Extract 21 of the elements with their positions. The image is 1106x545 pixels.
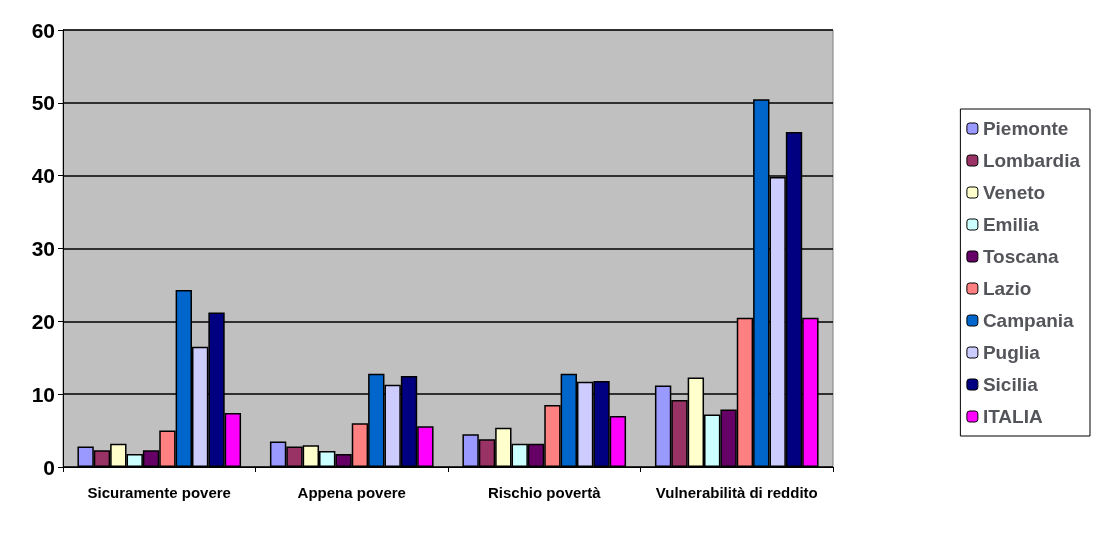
legend-label: Toscana bbox=[982, 246, 1059, 267]
y-tick-label: 40 bbox=[31, 164, 55, 188]
legend-label: Piemonte bbox=[982, 118, 1069, 139]
legend-label: Veneto bbox=[982, 182, 1046, 203]
legend-label: Puglia bbox=[982, 342, 1041, 363]
y-tick-label: 20 bbox=[31, 309, 55, 333]
y-tick-label: 0 bbox=[43, 455, 55, 479]
y-tick-label: 10 bbox=[31, 382, 55, 406]
legend-label: Lombardia bbox=[982, 150, 1081, 171]
x-tick-label: Appena povere bbox=[297, 483, 406, 501]
y-tick-label: 50 bbox=[31, 91, 55, 115]
y-tick-label: 30 bbox=[31, 237, 55, 260]
x-tick-label: Sicuramente povere bbox=[87, 483, 231, 501]
legend-label: Emilia bbox=[982, 214, 1040, 235]
x-tick-label: Rischio povertà bbox=[487, 483, 602, 501]
x-tick-label: Vulnerabilità di reddito bbox=[655, 483, 818, 501]
legend-label: ITALIA bbox=[982, 406, 1043, 427]
y-tick-label: 60 bbox=[31, 18, 55, 42]
legend-label: Lazio bbox=[982, 278, 1032, 299]
legend-label: Sicilia bbox=[982, 374, 1039, 395]
legend-label: Campania bbox=[982, 310, 1075, 331]
